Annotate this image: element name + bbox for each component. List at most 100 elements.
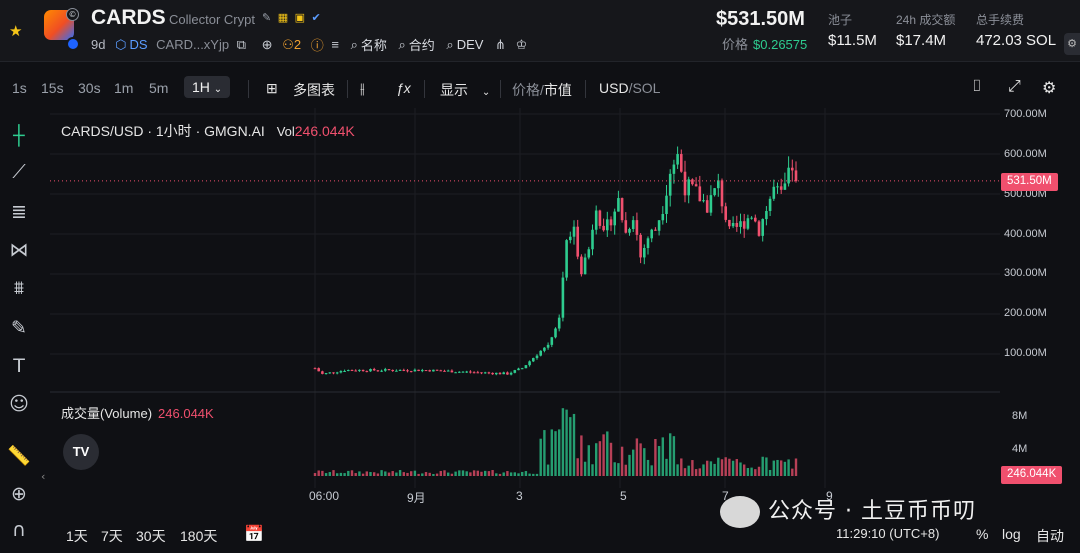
brush-icon[interactable]: ✎ xyxy=(11,317,27,339)
interval-5m[interactable]: 5m xyxy=(149,80,169,96)
chart-canvas[interactable] xyxy=(50,108,1000,488)
volume-bar xyxy=(761,456,764,476)
candle-body xyxy=(513,370,517,373)
copy-icon[interactable]: ⧉ xyxy=(236,36,247,52)
volume-bar xyxy=(424,472,428,476)
candle-body xyxy=(380,370,383,372)
search-icon[interactable]: ⌕ xyxy=(398,36,406,52)
search-icon[interactable]: ⌕ xyxy=(446,36,454,52)
candle-body xyxy=(750,217,753,219)
horizontal-lines-icon[interactable]: ≣ xyxy=(11,201,27,223)
indicators-fx-icon[interactable]: ƒx xyxy=(396,80,411,96)
range-180d[interactable]: 180天 xyxy=(180,528,218,544)
candle-body xyxy=(768,198,772,212)
edit-icon[interactable]: ✎ xyxy=(262,11,272,24)
info-icon[interactable]: © xyxy=(66,8,79,21)
text-tool-icon[interactable]: T xyxy=(13,355,25,377)
volume-bar xyxy=(498,473,502,476)
volume-bar xyxy=(321,470,324,476)
emoji-icon[interactable]: ☺ xyxy=(9,393,29,415)
volume-bar xyxy=(791,468,794,476)
tradingview-logo[interactable]: TV xyxy=(63,434,99,470)
range-1d[interactable]: 1天 xyxy=(66,528,88,544)
volume-bar xyxy=(709,461,713,476)
candle-body xyxy=(398,369,402,371)
volume-bar xyxy=(413,470,417,476)
y-tick: 100.00M xyxy=(1004,347,1047,359)
range-7d[interactable]: 7天 xyxy=(101,528,123,544)
crown-icon[interactable]: ♔ xyxy=(515,36,528,52)
fib-icon[interactable]: ⩩ xyxy=(13,277,25,299)
globe-icon[interactable]: ⊕ xyxy=(261,36,273,52)
crosshair-icon[interactable]: ┼ xyxy=(13,125,25,147)
volume-bar xyxy=(447,472,450,476)
settings-icon[interactable]: ⚙ xyxy=(1042,80,1057,97)
candle-body xyxy=(443,370,446,372)
ruler-icon[interactable]: 📏 xyxy=(7,445,31,467)
magnet-icon[interactable]: ∩ xyxy=(12,519,26,541)
candlestick-chart[interactable] xyxy=(50,108,1000,488)
candle-body xyxy=(495,372,498,375)
mcap-toggle-label: 市值 xyxy=(543,82,572,98)
candle-body xyxy=(332,372,335,374)
search-contract-link[interactable]: 合约 xyxy=(408,38,435,53)
multi-chart-button[interactable]: 多图表 xyxy=(293,82,335,98)
candle-body xyxy=(676,154,679,165)
x-tick: 7 xyxy=(722,489,729,503)
calendar-icon[interactable]: 📅 xyxy=(244,526,264,543)
watermark: 公众号 · 土豆币币叨 xyxy=(720,493,976,528)
fullscreen-icon[interactable]: ⤢ xyxy=(1008,78,1021,95)
volume-legend: 成交量(Volume) 246.044K xyxy=(61,403,214,422)
display-dropdown[interactable]: 显示 ⌄ xyxy=(440,80,490,100)
volume-bar xyxy=(361,473,365,476)
pattern-icon[interactable]: ⋈ xyxy=(9,239,29,261)
token-address[interactable]: CARD...xYjp xyxy=(156,37,230,52)
candle-body xyxy=(524,365,528,369)
menu-icon[interactable]: ≡ xyxy=(331,37,339,52)
interval-1h-dropdown[interactable]: 1H ⌄ xyxy=(184,76,231,98)
clock-display[interactable]: 11:29:10 (UTC+8) xyxy=(836,526,940,541)
candle-body xyxy=(687,179,690,196)
volume-bar xyxy=(639,443,642,476)
camera-icon[interactable]: ⌷ xyxy=(972,78,982,95)
candle-body xyxy=(606,219,609,231)
warning-icon[interactable]: ⓘ xyxy=(310,38,324,53)
candle-body xyxy=(313,368,317,370)
volume-bar xyxy=(417,473,420,476)
zoom-in-icon[interactable]: ⊕ xyxy=(11,483,27,505)
volume-bar xyxy=(565,409,568,476)
range-30d[interactable]: 30天 xyxy=(136,528,166,544)
favorite-star-icon[interactable]: ★ xyxy=(9,22,23,40)
search-icon[interactable]: ⌕ xyxy=(350,36,358,52)
auto-toggle[interactable]: 自动 xyxy=(1036,528,1064,544)
interval-1s[interactable]: 1s xyxy=(12,80,27,96)
ds-label[interactable]: DS xyxy=(129,37,148,52)
percent-toggle[interactable]: % xyxy=(976,526,989,542)
search-dev-link[interactable]: DEV xyxy=(456,37,484,52)
interval-15s[interactable]: 15s xyxy=(41,80,64,96)
interval-30s[interactable]: 30s xyxy=(78,80,101,96)
collapse-sidebar-icon[interactable]: ‹ xyxy=(41,470,46,483)
price-mcap-toggle[interactable]: 价格/市值 xyxy=(512,80,572,100)
volume-bar xyxy=(458,470,461,476)
volume-bar xyxy=(765,457,768,476)
log-toggle[interactable]: log xyxy=(1002,526,1021,542)
badge-icon-1: ▦ xyxy=(277,11,289,24)
settings-gear-icon[interactable]: ⚙ xyxy=(1064,33,1080,55)
candle-body xyxy=(646,238,650,248)
candle-body xyxy=(613,211,616,226)
search-name-link[interactable]: 名称 xyxy=(360,38,387,53)
trend-line-icon[interactable]: ⟋ xyxy=(12,161,26,183)
candle-type-icon[interactable]: ⫲ xyxy=(360,80,365,96)
holders-icon[interactable]: ⚇ xyxy=(282,36,294,52)
interval-1m[interactable]: 1m xyxy=(114,80,134,96)
add-chart-icon[interactable]: ⊞ xyxy=(266,80,278,96)
candle-body xyxy=(580,256,583,275)
x-tick: 3 xyxy=(516,489,523,503)
x-tick: 06:00 xyxy=(309,489,340,503)
currency-toggle[interactable]: USD/SOL xyxy=(599,80,660,96)
stat-total-fees: 总手续费 472.03 SOL xyxy=(976,11,1056,49)
candle-body xyxy=(569,236,572,241)
candle-body xyxy=(698,186,702,202)
share-icon[interactable]: ⋔ xyxy=(495,36,506,52)
